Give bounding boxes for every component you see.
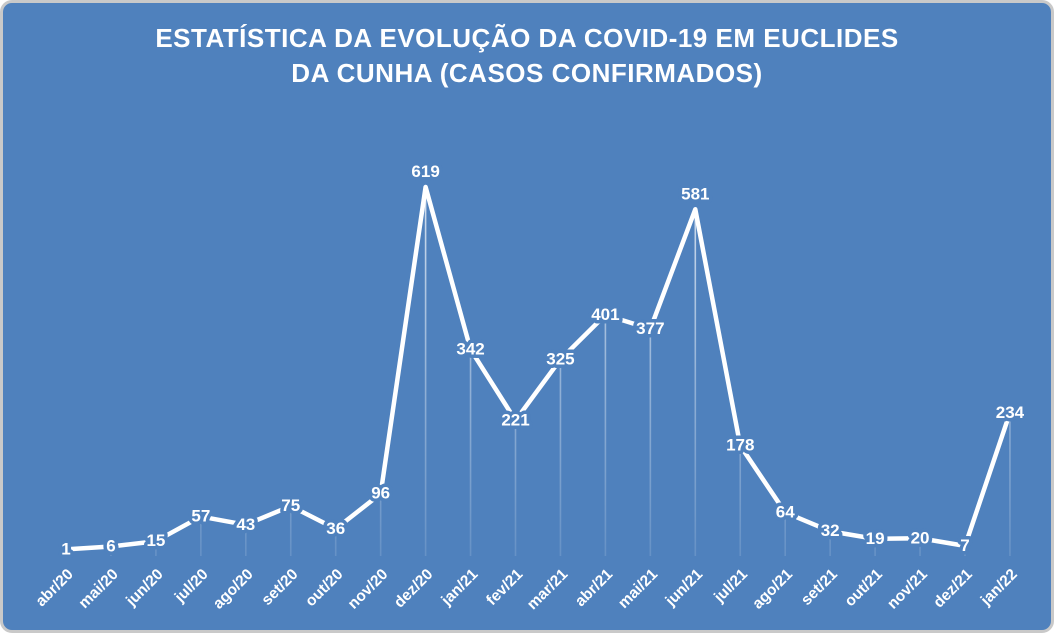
data-label: 36 bbox=[326, 519, 345, 538]
data-label: 1 bbox=[61, 539, 70, 558]
x-axis-tick-label: jul/21 bbox=[710, 566, 751, 607]
x-axis-tick-label: jul/20 bbox=[171, 566, 212, 607]
x-axis-tick-label: out/20 bbox=[302, 566, 346, 610]
x-axis-tick-label: mai/20 bbox=[76, 566, 122, 612]
x-axis-tick-label: nov/21 bbox=[884, 566, 931, 613]
x-axis-tick-label: nov/20 bbox=[345, 566, 392, 613]
data-label: 342 bbox=[456, 339, 484, 358]
x-axis-tick-label: dez/21 bbox=[930, 566, 976, 612]
x-axis-tick-label: jun/21 bbox=[662, 566, 707, 611]
data-label: 619 bbox=[411, 162, 439, 181]
x-axis-tick-label: ago/20 bbox=[210, 566, 257, 613]
data-label: 325 bbox=[546, 349, 574, 368]
series-line bbox=[63, 184, 1013, 552]
chart-title: ESTATÍSTICA DA EVOLUÇÃO DA COVID-19 EM E… bbox=[3, 21, 1051, 91]
data-label: 178 bbox=[726, 436, 754, 455]
data-label: 6 bbox=[106, 536, 115, 555]
x-axis-tick-label: jun/20 bbox=[122, 566, 166, 610]
data-label: 75 bbox=[281, 496, 300, 515]
x-axis-tick-label: abr/20 bbox=[33, 566, 77, 610]
chart-title-line-1: ESTATÍSTICA DA EVOLUÇÃO DA COVID-19 EM E… bbox=[155, 23, 899, 53]
x-axis-tick-label: set/21 bbox=[798, 566, 841, 609]
chart-title-line-2: DA CUNHA (CASOS CONFIRMADOS) bbox=[291, 58, 763, 88]
x-axis-tick-label: out/21 bbox=[842, 566, 887, 611]
data-label: 7 bbox=[960, 536, 969, 555]
data-label: 96 bbox=[371, 484, 390, 503]
data-label: 20 bbox=[911, 528, 930, 547]
x-axis-tick-label: jan/22 bbox=[977, 566, 1021, 610]
data-label: 32 bbox=[821, 521, 840, 540]
x-axis-tick-label: ago/21 bbox=[749, 566, 796, 613]
line-chart-svg: 1 6 15 57 43 75 36 96 619 342 221 325 401 377 581 178 64… bbox=[33, 159, 1029, 614]
data-label: 15 bbox=[146, 531, 165, 550]
x-axis-tick-label: mar/21 bbox=[524, 566, 572, 614]
x-axis-tick-label: abr/21 bbox=[572, 566, 617, 611]
data-label: 64 bbox=[776, 502, 795, 521]
x-axis-tick-label: jan/21 bbox=[438, 566, 482, 610]
data-label: 234 bbox=[996, 403, 1025, 422]
x-axis-tick-label: set/20 bbox=[258, 566, 301, 609]
data-label: 57 bbox=[191, 507, 210, 526]
x-axis-tick-label: fev/21 bbox=[483, 566, 526, 609]
data-label: 43 bbox=[236, 515, 255, 534]
data-label: 19 bbox=[866, 529, 885, 548]
data-label: 221 bbox=[501, 410, 529, 429]
data-label: 581 bbox=[681, 184, 709, 203]
x-axis-tick-label: dez/20 bbox=[391, 566, 437, 612]
x-axis-tick-label: mai/21 bbox=[615, 566, 661, 612]
data-label: 377 bbox=[636, 319, 664, 338]
data-label: 401 bbox=[591, 305, 619, 324]
